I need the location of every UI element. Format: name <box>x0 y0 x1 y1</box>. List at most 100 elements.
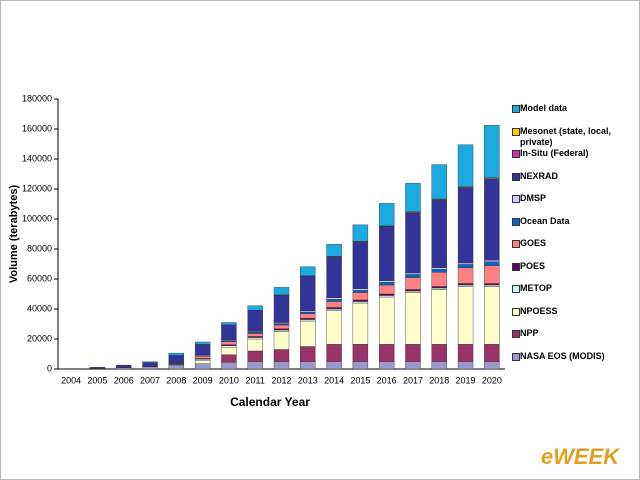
legend-entry: Mesonet (state, local, private) <box>512 126 632 148</box>
bar-segment <box>326 297 342 300</box>
bar-segment <box>300 276 316 311</box>
y-tick-label: 60000 <box>27 273 52 283</box>
bar-segment <box>405 212 421 274</box>
bar-segment <box>378 296 395 345</box>
x-tick-label: 2008 <box>166 375 186 385</box>
bar-segment <box>300 266 316 276</box>
bar-segment <box>457 144 474 187</box>
bar-segment <box>326 310 342 345</box>
x-tick-label: 2006 <box>114 375 134 385</box>
legend-swatch <box>512 262 520 271</box>
bar-segment <box>326 361 342 370</box>
bar-segment <box>431 272 447 287</box>
y-tick-label: 120000 <box>22 183 52 193</box>
bar-segment <box>378 226 395 282</box>
bar-segment <box>273 361 290 370</box>
bar-segment <box>457 284 474 287</box>
bar-segment <box>431 287 447 290</box>
bar-segment <box>457 283 474 286</box>
bar-segment <box>300 313 316 319</box>
legend-label: NASA EOS (MODIS) <box>520 350 605 361</box>
x-tick-label: 2019 <box>456 375 476 385</box>
bar-segment <box>405 290 421 293</box>
y-tick-label: 80000 <box>27 243 52 253</box>
bar-segment <box>247 350 263 362</box>
legend-swatch <box>512 195 520 203</box>
bar-segment <box>352 361 369 370</box>
legend-label: NPOESS <box>520 305 558 316</box>
bar-segment <box>194 360 211 364</box>
x-tick-label: 2010 <box>219 375 239 385</box>
y-tick-label: 100000 <box>22 213 52 223</box>
bar-segment <box>484 286 500 345</box>
bar-segment <box>326 301 342 308</box>
bar-segment <box>194 341 211 345</box>
bar-segment <box>273 324 290 329</box>
bar-segment <box>247 361 263 370</box>
x-tick-label: 2016 <box>377 375 397 385</box>
bar-segment <box>352 224 369 242</box>
bar-segment <box>326 307 342 310</box>
legend-label: GOES <box>520 238 547 248</box>
bar-segment <box>352 290 369 293</box>
bar-segment <box>168 355 185 364</box>
bar-segment <box>168 365 185 370</box>
legend-swatch <box>512 352 520 361</box>
bar-segment <box>431 344 447 362</box>
legend-swatch <box>512 307 520 316</box>
x-tick-label: 2005 <box>87 375 107 385</box>
legend-swatch <box>512 240 520 248</box>
bar-segment <box>221 341 237 345</box>
bar-segment <box>221 362 237 370</box>
x-tick-label: 2007 <box>140 375 160 385</box>
bar-segment <box>352 344 369 362</box>
x-tick-label: 2004 <box>61 375 81 385</box>
bar-segment <box>431 289 447 345</box>
legend-label: METOP <box>520 283 552 293</box>
x-axis-label: Calendar Year <box>230 395 310 409</box>
x-tick-label: 2011 <box>246 375 265 385</box>
legend-entry: In-Situ (Federal) <box>512 148 632 159</box>
bar-segment <box>326 257 342 298</box>
legend-entry: NPOESS <box>512 305 632 317</box>
legend-label: POES <box>520 260 546 271</box>
bar-segment <box>247 331 263 334</box>
bar-segment <box>116 364 132 368</box>
bar-segment <box>194 344 211 355</box>
bar-segment <box>352 242 369 289</box>
legend-entry: Model data <box>512 103 632 114</box>
y-axis-label: Volume (terabytes) <box>8 185 20 284</box>
bar-segment <box>457 286 474 345</box>
legend-entry: Ocean Data <box>512 216 632 227</box>
legend-swatch <box>512 150 520 158</box>
legend-label: In-Situ (Federal) <box>520 148 589 158</box>
bar-segment <box>484 260 500 262</box>
bar-segment <box>221 354 237 363</box>
bar-segment <box>194 356 211 359</box>
bar-segment <box>168 352 185 356</box>
legend-entry: NPP <box>512 328 632 339</box>
bar-segment <box>300 346 316 362</box>
bar-segment <box>457 187 474 264</box>
legend-swatch <box>512 217 520 226</box>
x-tick-label: 2020 <box>482 375 502 385</box>
bar-segment <box>457 267 474 284</box>
bar-segment <box>326 244 342 257</box>
bar-segment <box>484 261 500 266</box>
bar-segment <box>431 269 447 273</box>
y-tick-label: 20000 <box>27 333 52 343</box>
bar-segment <box>221 347 237 355</box>
bar-segment <box>247 305 263 311</box>
bar-segment <box>221 324 237 340</box>
x-tick-label: 2014 <box>324 375 344 385</box>
legend-label: Model data <box>520 103 568 113</box>
bar-segment <box>484 361 500 370</box>
bar-segment <box>273 295 290 323</box>
bar-segment <box>89 367 106 369</box>
y-tick-label: 180000 <box>22 93 52 103</box>
bar-segment <box>378 282 395 286</box>
legend-swatch <box>512 285 520 293</box>
bar-segment <box>142 366 158 370</box>
bar-segment <box>273 329 290 332</box>
bar-segment <box>457 262 474 265</box>
